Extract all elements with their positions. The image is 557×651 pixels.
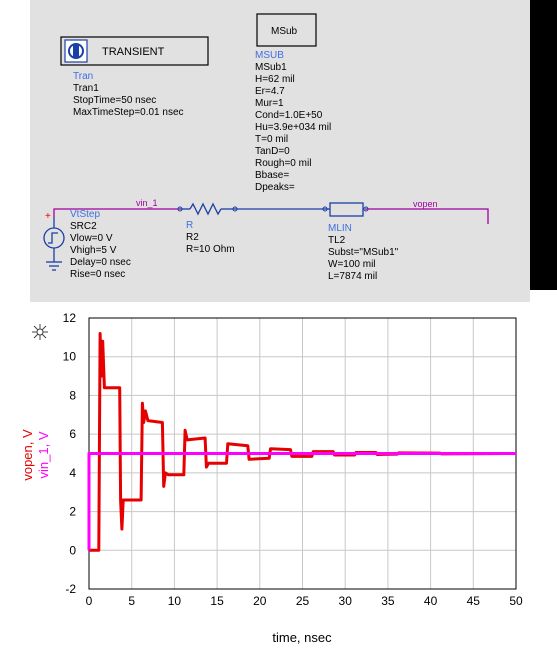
- net-vin-wire[interactable]: [53, 208, 180, 218]
- mlin-instance-label: TL2: [328, 235, 346, 246]
- transient-type-label: Tran: [73, 71, 93, 82]
- msub-line-4: Er=4.7: [255, 86, 285, 97]
- y-tick-label: -2: [65, 582, 76, 596]
- x-tick-label: 15: [210, 594, 224, 608]
- msub-title: MSub: [271, 26, 298, 37]
- source-plus-sign: +: [45, 211, 51, 222]
- source-line-4: Vhigh=5 V: [70, 245, 117, 256]
- source-line-2: SRC2: [70, 221, 97, 232]
- y-tick-label: 4: [69, 466, 76, 480]
- msub-line-1: MSUB: [255, 50, 284, 61]
- y-tick-label: 2: [69, 505, 76, 519]
- transient-title: TRANSIENT: [102, 46, 165, 58]
- y-tick-label: 6: [69, 427, 76, 441]
- plot-series: [87, 332, 517, 552]
- x-tick-label: 30: [339, 594, 353, 608]
- source-line-1: VtStep: [70, 209, 100, 220]
- x-tick-label: 25: [296, 594, 310, 608]
- msub-line-10: Rough=0 mil: [255, 158, 311, 169]
- x-tick-label: 0: [86, 594, 93, 608]
- source-line-3: Vlow=0 V: [70, 233, 113, 244]
- x-axis-ticks: 0 5 10 15 20 25 30 35 40 45 50: [86, 594, 523, 608]
- net-label-vopen: vopen: [413, 199, 438, 209]
- black-edge-strip: [530, 0, 557, 290]
- x-tick-label: 35: [381, 594, 395, 608]
- transient-maxtimestep: MaxTimeStep=0.01 nsec: [73, 107, 184, 118]
- msub-line-12: Dpeaks=: [255, 182, 295, 193]
- mlin-length-label: L=7874 mil: [328, 271, 377, 282]
- resistor-value-label: R=10 Ohm: [186, 244, 235, 255]
- transient-icon: [64, 39, 88, 63]
- x-tick-label: 10: [168, 594, 182, 608]
- mlin-width-label: W=100 mil: [328, 259, 376, 270]
- plot-marker-icon: [32, 324, 48, 340]
- x-tick-label: 45: [467, 594, 481, 608]
- x-tick-label: 20: [253, 594, 267, 608]
- y-axis-label-vin: vin_1, V: [36, 431, 51, 478]
- resistor-instance-label: R2: [186, 232, 199, 243]
- msub-line-7: Hu=3.9e+034 mil: [255, 122, 331, 133]
- series-line-vin: [87, 452, 516, 551]
- transient-instance-label: Tran1: [73, 83, 99, 94]
- msub-line-11: Bbase=: [255, 170, 289, 181]
- voltage-source-component[interactable]: [43, 218, 65, 262]
- schematic-canvas: TRANSIENT Tran Tran1 StopTime=50 nsec Ma…: [30, 0, 530, 302]
- schematic-drawing: TRANSIENT Tran Tran1 StopTime=50 nsec Ma…: [43, 13, 489, 282]
- msub-line-8: T=0 mil: [255, 134, 288, 145]
- msub-line-9: TanD=0: [255, 146, 290, 157]
- y-tick-label: 0: [69, 543, 76, 557]
- msub-line-6: Cond=1.0E+50: [255, 110, 323, 121]
- ground-icon: [46, 261, 62, 271]
- msub-line-2: MSub1: [255, 62, 287, 73]
- x-axis-label: time, nsec: [272, 630, 332, 645]
- y-tick-label: 12: [63, 311, 77, 325]
- x-tick-label: 5: [128, 594, 135, 608]
- transient-controller[interactable]: TRANSIENT: [60, 36, 209, 66]
- resistor-type-label: R: [186, 220, 193, 231]
- y-tick-label: 10: [63, 350, 77, 364]
- resistor-component[interactable]: [177, 202, 238, 216]
- y-tick-label: 8: [69, 388, 76, 402]
- y-axis-labels: vin_1, V vopen, V: [20, 429, 51, 481]
- mlin-component[interactable]: [322, 202, 369, 217]
- y-axis-label-vopen: vopen, V: [20, 429, 35, 481]
- transient-stoptime: StopTime=50 nsec: [73, 95, 156, 106]
- source-line-5: Delay=0 nsec: [70, 257, 131, 268]
- net-label-vin: vin_1: [136, 198, 158, 208]
- msub-line-5: Mur=1: [255, 98, 284, 109]
- y-axis-ticks: -2 0 2 4 6 8 10 12: [63, 311, 77, 596]
- msub-component[interactable]: MSub: [256, 13, 317, 47]
- source-line-6: Rise=0 nsec: [70, 269, 125, 280]
- mlin-type-label: MLIN: [328, 223, 352, 234]
- net-vopen-wire[interactable]: [365, 208, 489, 224]
- mlin-subst-label: Subst="MSub1": [328, 247, 399, 258]
- x-tick-label: 50: [509, 594, 523, 608]
- msub-line-3: H=62 mil: [255, 74, 295, 85]
- x-tick-label: 40: [424, 594, 438, 608]
